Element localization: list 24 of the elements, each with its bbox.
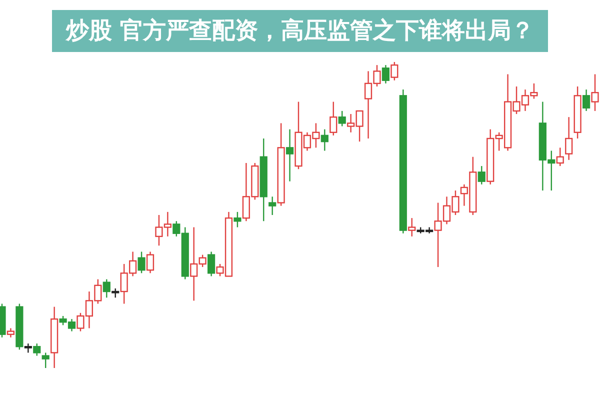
candlestick (408, 217, 416, 238)
chart-title: 炒股 官方严查配资，高压监管之下谁将出局？ (52, 10, 548, 52)
candlestick (556, 147, 564, 167)
candlestick (286, 128, 294, 182)
candlestick (207, 251, 216, 277)
candlestick (591, 74, 599, 112)
candlestick (102, 278, 110, 298)
candlestick (330, 101, 338, 136)
candlestick (138, 251, 146, 274)
candlestick (112, 288, 120, 298)
candlestick (268, 196, 276, 216)
candlestick (582, 88, 590, 112)
candlestick (382, 64, 390, 84)
candlestick (24, 342, 32, 354)
candlestick (320, 128, 328, 152)
candlestick (338, 110, 346, 127)
candlestick (42, 352, 50, 369)
candlestick (478, 165, 486, 185)
candlestick (33, 342, 41, 356)
candlestick (234, 211, 242, 228)
candlestick (146, 251, 154, 274)
candlestick (390, 61, 398, 81)
candlestick (565, 116, 573, 161)
candlestick (6, 328, 15, 338)
